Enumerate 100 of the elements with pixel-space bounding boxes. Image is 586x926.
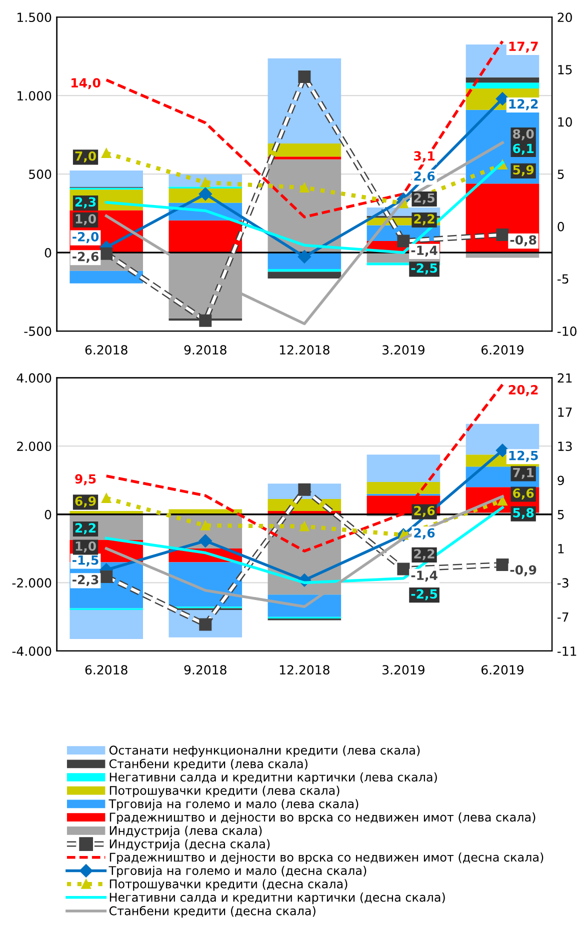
legend-label: Индустрија (лева скала) [110, 826, 262, 838]
point [101, 493, 112, 504]
y-tick-label: 500 [29, 170, 52, 180]
data-label: 6,1 [513, 144, 534, 155]
data-label: 14,0 [72, 78, 100, 90]
data-label: 6,6 [513, 488, 534, 500]
y2-tick-label: -11 [557, 646, 576, 656]
y2-tick-label: 5 [558, 170, 564, 180]
data-label: 2,2 [75, 523, 96, 534]
bar [70, 270, 143, 284]
legend-label: Градежништво и дејности во врска со недвижен имот (десна скала) [110, 852, 544, 864]
point [496, 444, 510, 457]
legend-label: Негативни салда и кредитни картички (десна скала) [110, 892, 445, 904]
legend-label: Станбени кредити (лева скала) [109, 758, 308, 771]
y2-tick-label: 5 [558, 510, 564, 520]
y2-tick-label: -10 [557, 326, 576, 336]
legend-label: Станбени кредити (десна скала) [109, 906, 316, 918]
point [300, 521, 310, 532]
bar [366, 454, 440, 482]
bar [466, 82, 540, 89]
bar [268, 156, 342, 160]
data-label: 3,1 [414, 151, 435, 162]
x-tick-label: 6.2019 [482, 345, 524, 355]
data-label: 7,0 [75, 151, 96, 162]
data-label: -1,4 [411, 570, 438, 582]
x-tick-label: 12.2018 [280, 345, 330, 355]
data-label: 2,2 [414, 549, 434, 560]
x-tick-label: 3.2019 [382, 345, 424, 355]
y-tick-label: 1.000 [18, 91, 52, 101]
legend-label: Потрошувачки кредити (десна скала) [110, 879, 348, 891]
point [100, 247, 113, 260]
data-label: 6,9 [75, 496, 96, 508]
data-label: -1,5 [72, 555, 98, 566]
y2-tick-label: 10 [558, 117, 572, 127]
point [298, 250, 312, 264]
bar [168, 220, 242, 253]
data-label: -1,4 [411, 246, 438, 257]
point [100, 570, 113, 583]
point [298, 70, 311, 84]
x-tick-label: 9.2018 [184, 665, 226, 675]
data-label: 1,0 [76, 214, 96, 226]
y-tick-label: 0 [44, 248, 52, 258]
point [199, 314, 212, 327]
x-tick-label: 12.2018 [280, 665, 330, 675]
bar [268, 272, 342, 278]
bar [70, 170, 143, 187]
data-label: 20,2 [508, 385, 538, 396]
x-tick-label: 6.2018 [85, 665, 128, 675]
y2-tick-label: 21 [558, 373, 572, 383]
point [198, 187, 212, 201]
point [198, 534, 212, 548]
data-label: -0,8 [510, 235, 536, 246]
bar [268, 594, 342, 617]
point [300, 182, 310, 193]
y2-tick-label: 20 [558, 12, 572, 22]
x-tick-label: 3.2019 [382, 665, 424, 675]
data-label: 2,6 [414, 506, 435, 518]
y2-tick-label: -3 [557, 578, 568, 588]
point [496, 228, 509, 242]
point [298, 483, 311, 496]
data-label: -2,0 [72, 232, 99, 244]
y2-tick-label: 1 [558, 544, 564, 554]
point [200, 520, 210, 530]
data-label: 5,8 [513, 508, 534, 520]
point [397, 234, 410, 248]
legend-label: Потрошувачки кредити (лева скала) [110, 786, 340, 798]
data-label: 12,2 [509, 99, 538, 110]
y-tick-label: -500 [24, 326, 52, 336]
bar [268, 58, 342, 144]
x-tick-label: 9.2018 [184, 345, 226, 355]
legend-label: Градежништво и дејности во врска со недвижен имот (лева скала) [110, 812, 536, 824]
x-tick-label: 6.2018 [85, 345, 128, 355]
y2-tick-label: -5 [557, 274, 568, 284]
y2-tick-label: 17 [558, 408, 572, 417]
data-label: 7,1 [513, 468, 534, 479]
y-tick-label: 0 [44, 510, 52, 520]
legend-label: Трговија на големо и мало (лева скала) [108, 799, 358, 811]
y-tick-label: -2.000 [12, 578, 52, 588]
point [496, 92, 510, 106]
point [397, 562, 410, 576]
data-label: 2,6 [414, 528, 435, 540]
bar [268, 143, 342, 157]
legend-label: Трговија на големо и мало (десна скала) [108, 866, 366, 878]
y2-tick-label: 9 [558, 476, 564, 486]
line-series [104, 141, 504, 326]
data-label: -0,9 [510, 565, 536, 576]
point [496, 558, 509, 572]
legend-label: Индустрија (десна скала) [110, 839, 270, 851]
bar [268, 269, 342, 272]
y-tick-label: -4.000 [12, 646, 52, 656]
y2-tick-label: 0 [558, 222, 564, 232]
bar [70, 610, 143, 640]
data-label: -2,5 [411, 589, 438, 600]
y-tick-label: 1.500 [18, 12, 52, 22]
data-label: 2,5 [414, 193, 434, 204]
legend-label: Негативни салда и кредитни картички (лева скала) [110, 772, 437, 784]
point [200, 178, 210, 188]
y2-tick-label: 15 [558, 65, 572, 74]
y-tick-label: 2.000 [17, 442, 52, 452]
y-tick-label: 4.000 [16, 373, 52, 383]
